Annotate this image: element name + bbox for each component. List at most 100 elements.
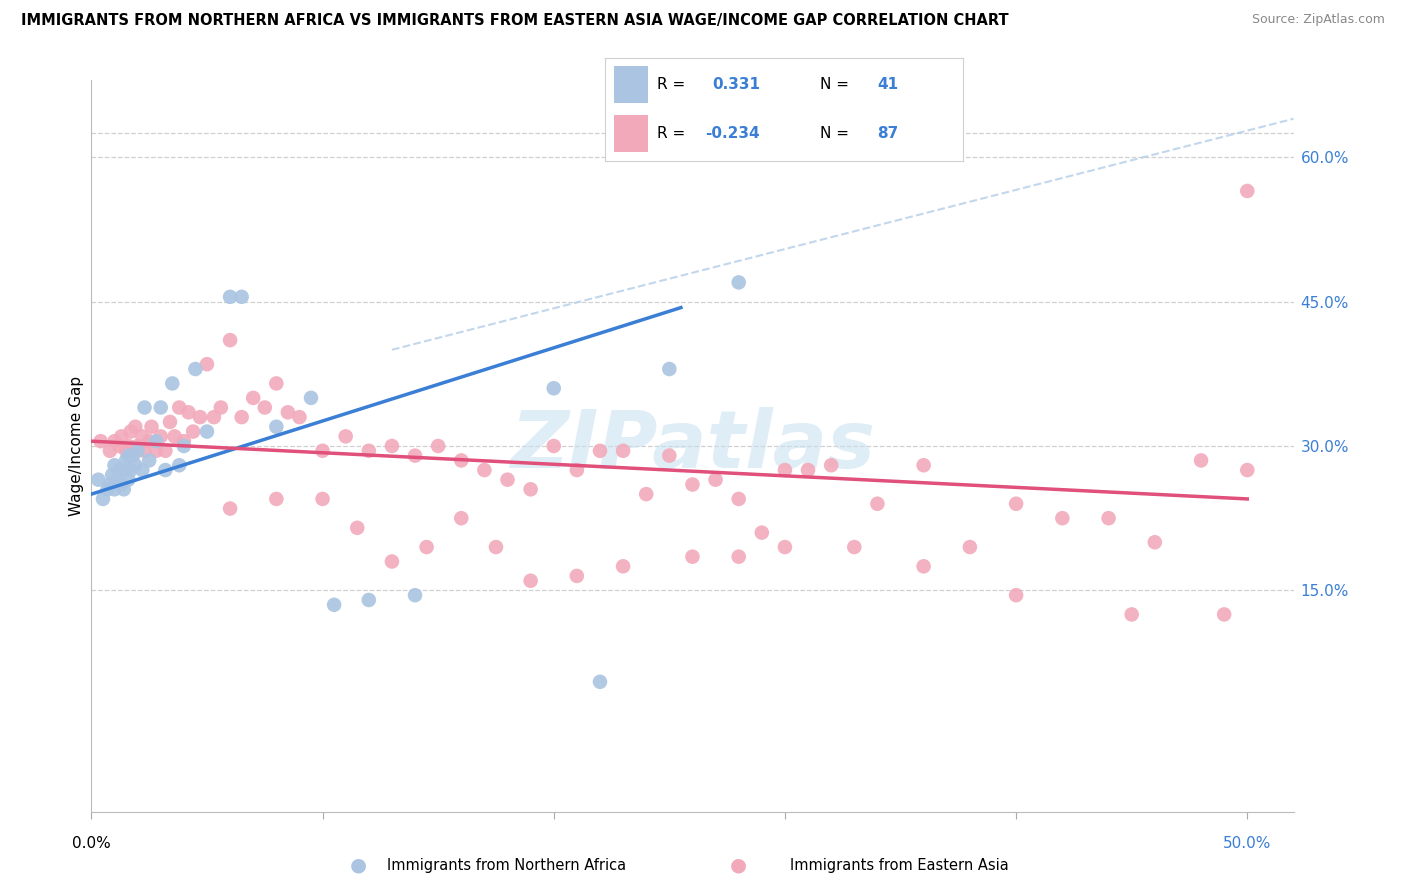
Point [565,463,588,477]
Point [209,401,232,415]
Point [112,483,135,497]
Point [108,463,131,477]
Point [253,401,276,415]
Point [381,439,404,453]
Point [311,443,333,458]
Point [589,443,612,458]
Point [98,443,121,458]
Point [277,405,299,419]
Point [1052,511,1074,525]
Point [90,434,112,449]
Point [959,540,981,554]
Point [115,453,138,467]
Bar [613,115,648,153]
Point [1236,463,1258,477]
Point [519,483,541,497]
Point [450,511,472,525]
Text: IMMIGRANTS FROM NORTHERN AFRICA VS IMMIGRANTS FROM EASTERN ASIA WAGE/INCOME GAP : IMMIGRANTS FROM NORTHERN AFRICA VS IMMIG… [21,13,1008,29]
Point [231,410,253,425]
Point [1121,607,1143,622]
Point [103,458,125,473]
Point [404,449,426,463]
Point [195,357,218,371]
Text: -0.234: -0.234 [704,127,759,142]
Point [134,401,156,415]
Point [110,429,132,443]
Point [681,477,703,491]
Point [138,453,160,467]
Point [103,434,125,449]
Point [219,290,242,304]
Point [612,443,634,458]
Point [101,467,124,482]
Point [1213,607,1236,622]
Point [149,429,172,443]
Point [381,554,404,568]
Point [311,491,333,506]
Point [127,439,149,453]
Point [346,521,368,535]
Point [155,463,177,477]
Point [145,434,167,449]
Point [202,410,225,425]
Point [565,569,588,583]
Point [173,439,195,453]
Point [727,491,749,506]
Point [91,491,114,506]
Point [266,376,288,391]
Bar [613,66,648,103]
Point [138,434,160,449]
Point [485,540,508,554]
Point [496,473,519,487]
Point [612,559,634,574]
Text: Source: ZipAtlas.com: Source: ZipAtlas.com [1251,13,1385,27]
Text: 0.331: 0.331 [713,77,761,92]
Point [155,443,177,458]
Point [110,477,132,491]
Text: ZIPatlas: ZIPatlas [510,407,875,485]
Point [122,449,145,463]
Point [299,391,322,405]
Point [773,540,796,554]
Point [404,588,426,602]
Point [131,463,153,477]
Point [1097,511,1119,525]
Point [219,333,242,347]
Point [681,549,703,564]
Point [866,497,889,511]
Point [163,429,186,443]
Text: Immigrants from Eastern Asia: Immigrants from Eastern Asia [790,858,1010,872]
Point [115,443,138,458]
Point [1189,453,1212,467]
Text: N =: N = [820,127,849,142]
Point [335,429,357,443]
Point [912,559,935,574]
Point [120,425,142,439]
Point [145,443,167,458]
Point [427,439,450,453]
Point [167,401,190,415]
Point [912,458,935,473]
Point [519,574,541,588]
Point [1143,535,1166,549]
Point [141,419,163,434]
Point [820,458,842,473]
Point [115,463,138,477]
Point [658,449,681,463]
Point [797,463,820,477]
Point [124,458,146,473]
Text: R =: R = [657,77,685,92]
Text: 0.0%: 0.0% [72,836,111,851]
Point [162,376,184,391]
Point [727,549,749,564]
Point [103,483,125,497]
Text: R =: R = [657,127,685,142]
Point [87,473,110,487]
Point [173,434,195,449]
Point [266,419,288,434]
Point [127,443,149,458]
Text: N =: N = [820,77,849,92]
Point [177,405,200,419]
Point [159,415,181,429]
Point [1005,497,1028,511]
